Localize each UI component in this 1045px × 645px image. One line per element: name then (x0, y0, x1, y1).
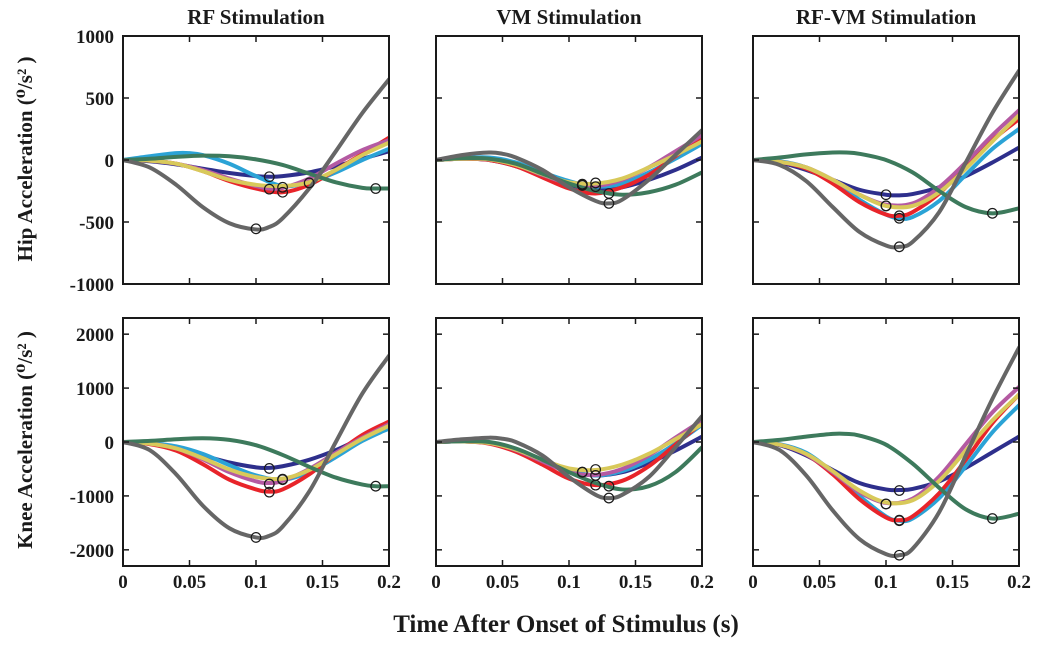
peak-marker (590, 181, 601, 193)
peak-marker (576, 466, 588, 478)
peak-marker (987, 513, 998, 524)
y-tick-label: -1000 (70, 487, 114, 508)
x-tick-label: 0.05 (173, 572, 206, 593)
peak-marker (370, 480, 382, 492)
x-tick-label: 0 (748, 572, 758, 593)
series-line (436, 155, 702, 197)
peak-marker (263, 478, 275, 490)
y-tick-label: 1000 (76, 379, 114, 400)
series-line (123, 146, 389, 189)
x-tick-label: 0 (431, 572, 441, 593)
x-tick-label: 0.2 (690, 572, 714, 593)
column-title-rf-vm: RF-VM Stimulation (796, 5, 977, 29)
peak-marker (277, 473, 289, 485)
peak-marker (370, 183, 382, 194)
panel-4: 0 0.05 0.1 0.15 0.2 (431, 317, 714, 593)
series-line (436, 414, 702, 501)
peak-marker (263, 171, 275, 183)
panels-group: 1000 500 0 -500 -1000 0 0.05 0.1 0.15 0.2 2000 1000… (70, 27, 1031, 593)
peak-marker (250, 532, 262, 543)
peak-marker (880, 200, 892, 212)
x-tick-label: 0.1 (244, 572, 268, 593)
knee-ylabel: Knee Acceleration (⁰/s² ) (13, 331, 37, 549)
x-tick-label: 0.15 (936, 572, 969, 593)
peak-marker (590, 464, 601, 475)
y-tick-label: 1000 (76, 27, 114, 48)
series-lines (436, 128, 702, 206)
y-tick-label: -2000 (70, 541, 114, 562)
y-tick-label: 2000 (76, 325, 114, 346)
series-line (123, 153, 389, 191)
series-line (753, 431, 1019, 521)
x-tick-label: 0.05 (486, 572, 519, 593)
y-tick-label: -1000 (70, 275, 114, 296)
x-tick-label: 0.15 (619, 572, 652, 593)
peak-marker (893, 514, 905, 526)
y-tick-label: 0 (105, 433, 115, 454)
hip-ylabel: Hip Acceleration (⁰/s² ) (13, 56, 37, 261)
series-lines (436, 414, 702, 501)
peak-marker (277, 186, 289, 198)
peak-marker (603, 492, 615, 504)
series-line (123, 426, 389, 482)
series-line (123, 77, 389, 232)
peak-marker (893, 212, 905, 224)
panel-0: 1000 500 0 -500 -1000 (70, 27, 390, 296)
series-line (436, 139, 702, 186)
peak-marker (603, 197, 615, 209)
x-tick-label: 0.2 (377, 572, 401, 593)
series-lines (753, 68, 1019, 250)
peak-marker (893, 241, 905, 253)
peak-marker (880, 189, 892, 201)
x-axis-label: Time After Onset of Stimulus (s) (393, 611, 739, 638)
x-tick-label: 0.2 (1007, 572, 1031, 593)
peak-marker (893, 485, 905, 496)
peak-marker (263, 183, 275, 195)
peak-marker (893, 549, 905, 561)
series-lines (123, 77, 389, 232)
peak-marker (263, 463, 275, 474)
column-title-rf: RF Stimulation (187, 5, 325, 29)
series-line (123, 436, 389, 489)
series-line (753, 150, 1019, 216)
peak-marker (987, 207, 998, 219)
series-line (123, 140, 389, 189)
peak-marker (576, 178, 588, 190)
peak-marker (880, 498, 892, 510)
peak-marker (603, 480, 615, 492)
peak-marker (303, 177, 315, 189)
panel-3: 0 0.05 0.1 0.15 0.2 2000 1000 0 -1000 -2000 (70, 317, 401, 593)
series-lines (753, 345, 1019, 559)
column-title-vm: VM Stimulation (496, 5, 642, 29)
panel-5: 0 0.05 0.1 0.15 0.2 (748, 317, 1031, 593)
series-line (753, 113, 1019, 210)
series-line (123, 423, 389, 482)
peak-marker (590, 479, 601, 491)
x-tick-label: 0.15 (306, 572, 339, 593)
y-tick-label: 500 (86, 89, 115, 110)
series-line (123, 353, 389, 540)
peak-marker (263, 486, 275, 498)
y-tick-label: 0 (105, 151, 115, 172)
series-line (436, 439, 702, 492)
y-tick-label: -500 (79, 213, 114, 234)
series-line (436, 128, 702, 206)
panel-2 (752, 35, 1020, 285)
peak-marker (250, 223, 262, 235)
peak-marker (590, 177, 601, 189)
x-tick-label: 0.1 (557, 572, 581, 593)
panel-1 (435, 35, 703, 285)
series-line (753, 345, 1019, 559)
x-tick-label: 0.05 (803, 572, 836, 593)
x-tick-label: 0 (118, 572, 128, 593)
x-tick-label: 0.1 (874, 572, 898, 593)
series-lines (123, 353, 389, 540)
series-line (753, 68, 1019, 250)
peak-marker (277, 181, 289, 193)
peak-marker (893, 210, 905, 222)
